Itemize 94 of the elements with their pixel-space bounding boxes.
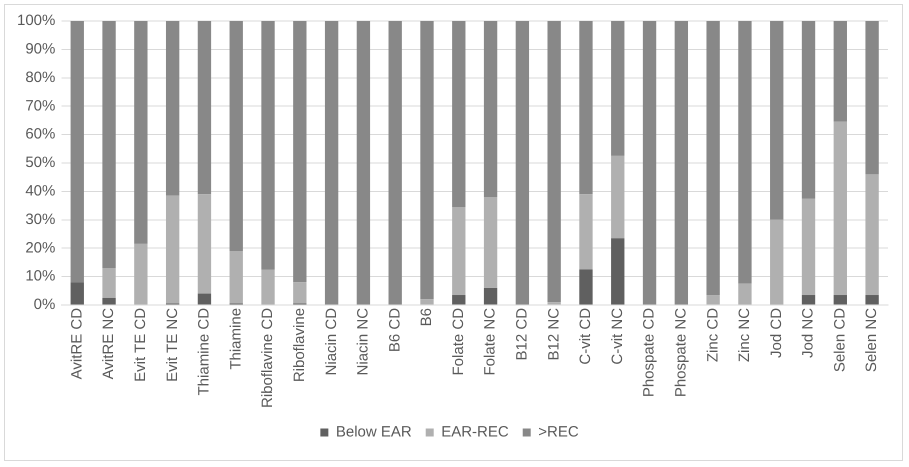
bar [865,174,879,296]
bar [865,21,879,174]
y-tick-label: 40% [25,182,56,200]
bar [70,21,84,282]
legend-label: EAR-REC [441,424,509,441]
y-tick-label: 20% [25,239,56,256]
x-tick-label: Phospate CD [640,308,658,398]
x-tick-label: AvitRE NC [100,308,118,380]
bar [579,194,593,270]
bar [70,282,84,304]
x-tick-label: C-vit NC [608,308,626,365]
bar [611,21,624,156]
y-tick-label: 90% [25,40,56,58]
bar [770,220,784,304]
bar [802,198,816,296]
x-tick-label: B12 CD [514,308,531,360]
bar [738,284,752,304]
bar [420,299,434,304]
x-tick-label: Jod NC [800,308,817,358]
bar [166,196,180,304]
bar [516,21,530,304]
y-tick-label: 30% [25,210,56,228]
x-tick-label: Niacin NC [354,308,372,376]
x-tick-label: Thiamine CD [196,308,213,396]
bar [293,282,306,304]
y-tick-label: 10% [25,268,56,285]
bar [452,206,466,296]
x-tick-label: Niacin CD [322,308,340,376]
bar [198,21,212,194]
x-tick-label: B6 [418,308,436,326]
bar [579,21,593,194]
x-tick-label: AvitRE CD [68,308,86,380]
bar [674,21,688,304]
bar [134,244,148,304]
x-tick-label: Selen NC [863,308,880,372]
bar [547,21,561,302]
bar [230,21,243,252]
x-tick-label: Zinc NC [736,308,754,362]
x-tick-label: B12 NC [545,308,562,360]
bar [802,295,816,304]
bar [865,295,879,304]
bar [261,21,275,270]
bar [706,21,720,296]
bar [452,295,466,304]
x-tick-label: Folate CD [450,308,467,376]
legend-label: >REC [538,424,579,441]
y-tick-label: 60% [25,126,56,143]
x-tick-label: Thiamine [227,308,244,370]
bar [102,21,116,268]
bar [484,288,498,304]
bar [198,194,212,294]
bar [388,21,402,304]
bar [579,269,593,304]
x-tick-label: Zinc CD [704,308,722,362]
y-tick-label: 70% [25,97,56,114]
x-tick-label: C-vit CD [577,308,594,365]
x-tick-label: Jod CD [768,308,785,358]
bar [293,21,306,282]
bar [166,21,180,196]
bar [102,298,116,304]
x-tick-label: Phospate NC [672,308,690,398]
bar [102,268,116,298]
y-tick-label: 0% [34,296,56,314]
y-tick-label: 50% [25,154,56,172]
y-tick-label: 100% [16,12,56,30]
x-tick-label: Selen CD [831,308,848,372]
x-tick-label: Evit TE CD [132,308,149,382]
bar [420,21,434,300]
bar [611,238,624,304]
bar [198,294,212,304]
x-tick-label: Evit TE NC [164,308,181,382]
bar [230,251,243,304]
legend-label: Below EAR [336,424,412,441]
bar [134,21,148,244]
bar [834,295,847,304]
bar [642,21,656,304]
x-tick-label: Riboflavine [290,308,308,382]
y-tick-label: 80% [25,68,56,86]
bar [484,21,498,198]
bar [738,21,752,284]
bar [706,295,720,304]
bar [802,21,816,198]
bar [484,197,498,288]
x-tick-label: B6 CD [386,308,404,352]
x-tick-label: Riboflavine CD [259,308,276,408]
x-tick-label: Folate NC [482,308,499,376]
bar [834,122,847,296]
bar [261,269,275,304]
bar [834,21,847,122]
bar [770,21,784,220]
bar [611,156,624,238]
bar [324,21,338,304]
bar [356,21,370,304]
bar [452,21,466,207]
